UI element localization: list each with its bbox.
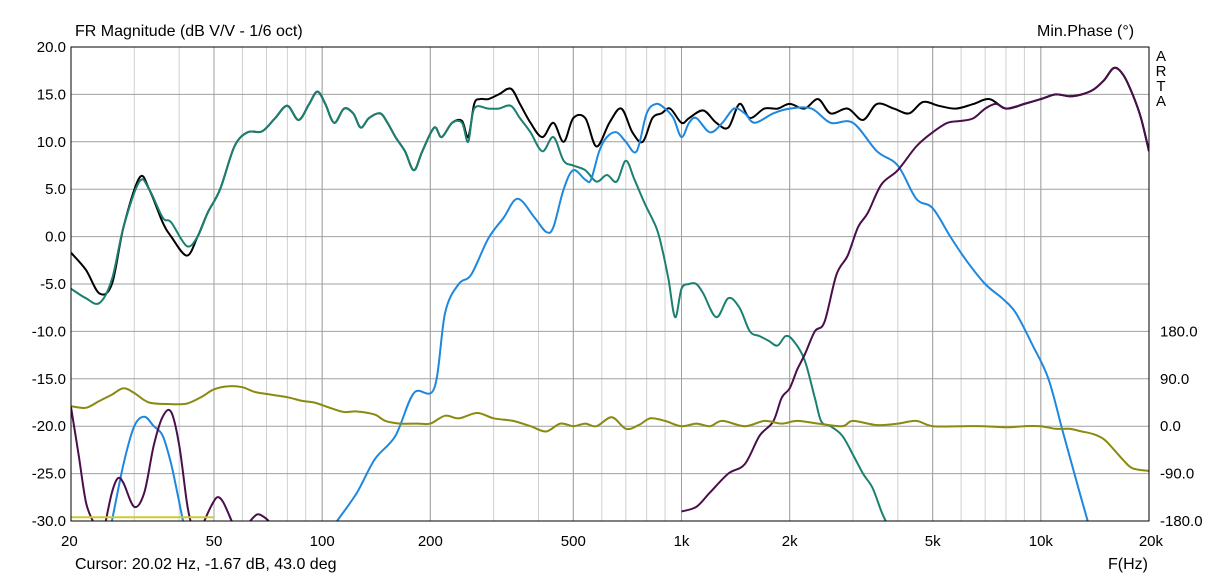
- series-line-purple: [249, 513, 270, 521]
- series-line-total: [71, 66, 1149, 296]
- arta-letter: T: [1156, 78, 1166, 95]
- series-line-purple: [104, 408, 192, 521]
- series-line-blue: [110, 415, 184, 521]
- x-tick-label: 5k: [925, 533, 941, 550]
- tick-labels: 20 50 100 200 500 1k 2k 5k 10k 20k 20.0 15.0 10.0 5.0…: [32, 39, 1203, 550]
- x-tick-label: 20k: [1139, 533, 1164, 550]
- y-tick-label: 15.0: [37, 86, 66, 103]
- x-tick-label: 20: [61, 533, 78, 550]
- y2-tick-label: -180.0: [1160, 513, 1203, 530]
- x-tick-label: 100: [310, 533, 335, 550]
- arta-logo: A R T A: [1155, 49, 1167, 109]
- y-tick-label: 5.0: [45, 181, 66, 198]
- series-line-blue: [336, 102, 1089, 521]
- series-line-purple: [681, 66, 1149, 513]
- x-tick-label: 1k: [674, 533, 690, 550]
- y2-tick-label: 0.0: [1160, 418, 1181, 435]
- y-tick-label: -20.0: [32, 418, 66, 435]
- x-tick-label: 200: [418, 533, 443, 550]
- x-axis-label: F(Hz): [1108, 556, 1148, 573]
- y-tick-label: 0.0: [45, 229, 66, 246]
- series-line-olive: [71, 385, 1149, 472]
- arta-letter: A: [1155, 93, 1166, 110]
- arta-letter: R: [1155, 63, 1167, 80]
- arta-letter: A: [1155, 48, 1166, 65]
- y-tick-label: 10.0: [37, 134, 66, 151]
- y-tick-label: -5.0: [40, 276, 66, 293]
- y2-tick-label: 180.0: [1160, 323, 1198, 340]
- chart-title: FR Magnitude (dB V/V - 1/6 oct): [75, 23, 303, 40]
- x-tick-label: 50: [206, 533, 223, 550]
- y-tick-label: -10.0: [32, 323, 66, 340]
- y-tick-label: -30.0: [32, 513, 66, 530]
- curves: [71, 66, 1149, 521]
- y-tick-label: 20.0: [37, 39, 66, 56]
- y2-tick-label: 90.0: [1160, 371, 1189, 388]
- series-line-teal: [71, 90, 887, 521]
- series-line-purple: [203, 496, 233, 521]
- cursor-readout: Cursor: 20.02 Hz, -1.67 dB, 43.0 deg: [75, 556, 337, 573]
- y-tick-label: -25.0: [32, 466, 66, 483]
- plot-frame: [70, 46, 1150, 522]
- right-axis-title: Min.Phase (°): [1037, 23, 1135, 40]
- y2-tick-label: -90.0: [1160, 466, 1194, 483]
- y-tick-label: -15.0: [32, 371, 66, 388]
- x-tick-label: 500: [561, 533, 586, 550]
- major-grid: [71, 47, 1149, 521]
- series-line-purple: [71, 407, 94, 521]
- x-tick-label: 10k: [1029, 533, 1054, 550]
- x-tick-label: 2k: [782, 533, 798, 550]
